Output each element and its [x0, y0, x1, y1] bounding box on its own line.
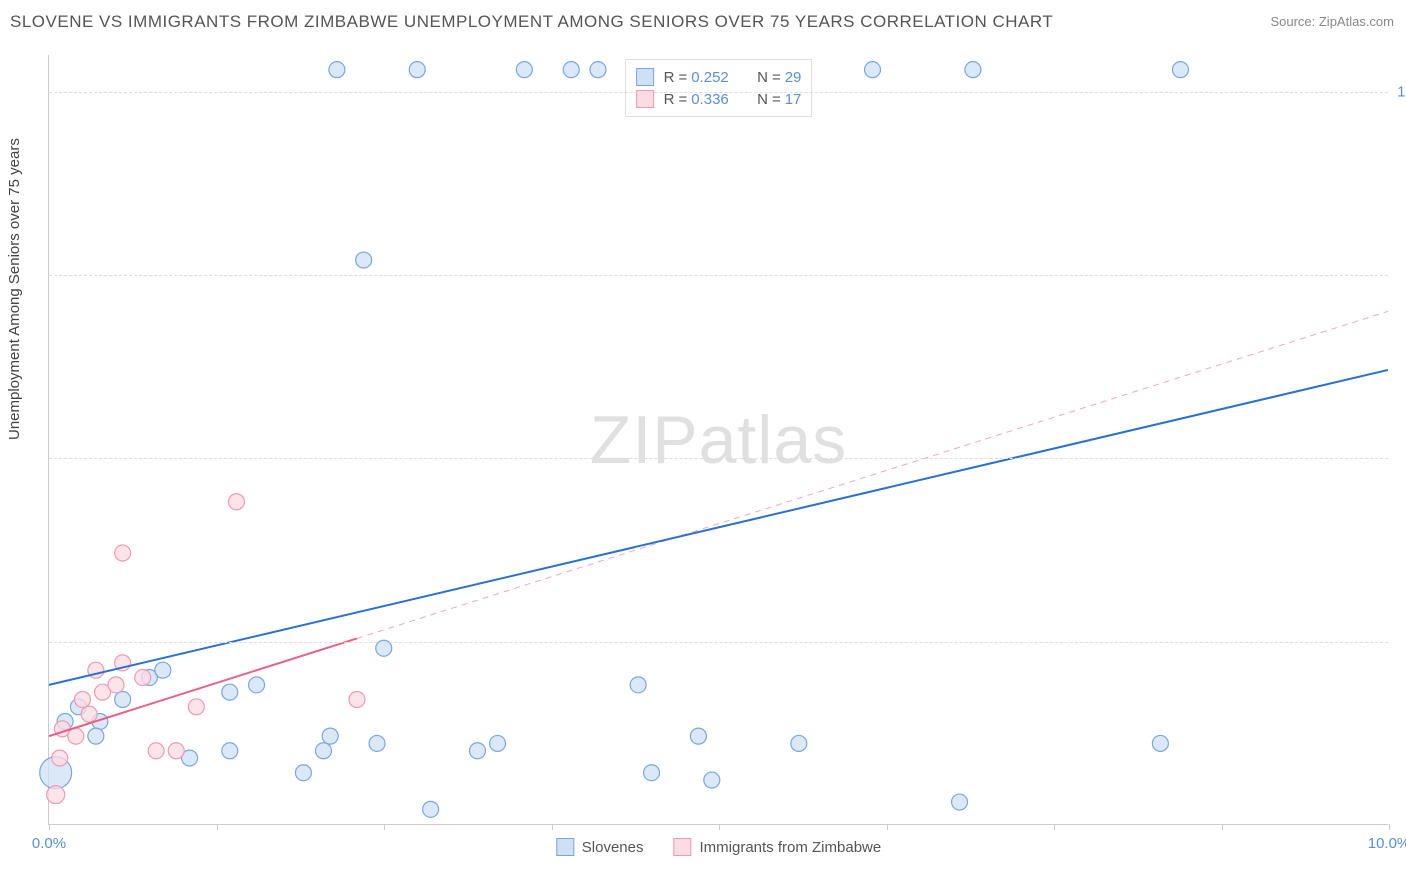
- swatch-zimbabwe: [674, 838, 692, 856]
- legend-label-slovenes: Slovenes: [582, 839, 644, 856]
- chart-plot-area: ZIPatlas R=0.252 N=29 R=0.336 N=17 Slove…: [48, 55, 1388, 825]
- y-tick-label: 100.0%: [1397, 83, 1406, 100]
- legend-item-zimbabwe: Immigrants from Zimbabwe: [674, 838, 882, 856]
- data-point: [188, 699, 204, 715]
- data-point: [249, 677, 265, 693]
- data-point: [322, 728, 338, 744]
- data-point: [81, 706, 97, 722]
- data-point: [74, 692, 90, 708]
- x-tick: [49, 824, 50, 830]
- data-point: [148, 743, 164, 759]
- data-point: [490, 735, 506, 751]
- gridline: [49, 275, 1388, 276]
- x-tick: [719, 824, 720, 830]
- n-value-zimbabwe: 17: [785, 91, 802, 108]
- data-point: [52, 750, 68, 766]
- data-point: [88, 728, 104, 744]
- x-tick: [1222, 824, 1223, 830]
- x-tick-label: 10.0%: [1368, 835, 1406, 852]
- x-tick: [887, 824, 888, 830]
- chart-title: SLOVENE VS IMMIGRANTS FROM ZIMBABWE UNEM…: [10, 12, 1053, 32]
- data-point: [704, 772, 720, 788]
- x-tick: [1389, 824, 1390, 830]
- eq-sign: =: [772, 91, 781, 108]
- gridline: [49, 458, 1388, 459]
- swatch-slovenes: [556, 838, 574, 856]
- swatch-slovenes: [636, 68, 654, 86]
- gridline: [49, 642, 1388, 643]
- data-point: [965, 62, 981, 78]
- data-point: [516, 62, 532, 78]
- n-value-slovenes: 29: [785, 69, 802, 86]
- data-point: [222, 743, 238, 759]
- trend-line-extrapolated: [357, 311, 1388, 638]
- data-point: [228, 494, 244, 510]
- data-point: [409, 62, 425, 78]
- data-point: [1172, 62, 1188, 78]
- r-label: R: [664, 69, 675, 86]
- data-point: [68, 728, 84, 744]
- data-point: [108, 677, 124, 693]
- legend-label-zimbabwe: Immigrants from Zimbabwe: [700, 839, 882, 856]
- data-point: [864, 62, 880, 78]
- data-point: [590, 62, 606, 78]
- source-link[interactable]: ZipAtlas.com: [1319, 14, 1394, 29]
- chart-svg: [49, 55, 1388, 824]
- n-label: N: [757, 91, 768, 108]
- data-point: [115, 692, 131, 708]
- data-point: [952, 794, 968, 810]
- legend-series: Slovenes Immigrants from Zimbabwe: [556, 838, 881, 856]
- data-point: [423, 801, 439, 817]
- data-point: [168, 743, 184, 759]
- x-tick: [217, 824, 218, 830]
- eq-sign: =: [678, 69, 687, 86]
- eq-sign: =: [678, 91, 687, 108]
- data-point: [316, 743, 332, 759]
- x-tick: [384, 824, 385, 830]
- data-point: [644, 765, 660, 781]
- data-point: [791, 735, 807, 751]
- legend-correlation: R=0.252 N=29 R=0.336 N=17: [625, 59, 813, 117]
- x-tick-label: 0.0%: [32, 835, 66, 852]
- n-label: N: [757, 69, 768, 86]
- data-point: [135, 670, 151, 686]
- data-point: [630, 677, 646, 693]
- gridline: [49, 92, 1388, 93]
- legend-item-slovenes: Slovenes: [556, 838, 644, 856]
- data-point: [369, 735, 385, 751]
- data-point: [155, 662, 171, 678]
- x-tick: [1054, 824, 1055, 830]
- r-value-zimbabwe: 0.336: [691, 91, 729, 108]
- swatch-zimbabwe: [636, 90, 654, 108]
- data-point: [356, 252, 372, 268]
- data-point: [329, 62, 345, 78]
- data-point: [690, 728, 706, 744]
- eq-sign: =: [772, 69, 781, 86]
- legend-row-slovenes: R=0.252 N=29: [636, 66, 802, 88]
- data-point: [563, 62, 579, 78]
- r-value-slovenes: 0.252: [691, 69, 729, 86]
- data-point: [469, 743, 485, 759]
- trend-line: [49, 370, 1388, 685]
- source-attribution: Source: ZipAtlas.com: [1270, 14, 1394, 29]
- x-tick: [552, 824, 553, 830]
- data-point: [1152, 735, 1168, 751]
- data-point: [295, 765, 311, 781]
- data-point: [222, 684, 238, 700]
- source-prefix: Source:: [1270, 14, 1318, 29]
- data-point: [115, 545, 131, 561]
- r-label: R: [664, 91, 675, 108]
- trend-line: [49, 638, 357, 736]
- data-point: [47, 786, 65, 804]
- data-point: [349, 692, 365, 708]
- y-axis-label: Unemployment Among Seniors over 75 years: [6, 138, 23, 440]
